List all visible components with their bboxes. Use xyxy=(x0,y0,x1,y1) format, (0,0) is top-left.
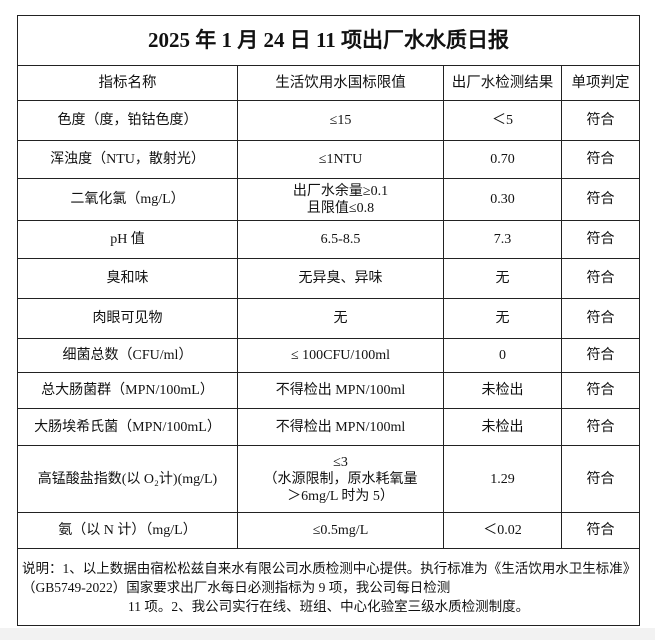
table-row: 浑浊度（NTU，散射光） ≤1NTU 0.70 符合 xyxy=(17,140,641,179)
indicator-name: 色度（度，铂钴色度） xyxy=(17,100,238,141)
verdict-value: 符合 xyxy=(560,408,641,446)
limit-line: 6.5-8.5 xyxy=(320,232,361,247)
header-result: 出厂水检测结果 xyxy=(443,65,562,101)
verdict-value: 符合 xyxy=(560,140,641,179)
result-value: 1.29 xyxy=(443,445,562,513)
indicator-name: pH 值 xyxy=(17,220,238,259)
header-indicator: 指标名称 xyxy=(17,65,238,101)
limit-line: 出厂水余量≥0.1 xyxy=(292,183,389,199)
verdict-value: 符合 xyxy=(560,100,641,141)
limit-value: 不得检出 MPN/100ml xyxy=(237,408,444,446)
table-row: 臭和味 无异臭、异味 无符合 xyxy=(17,258,641,299)
note-text: 说明：1、以上数据由宿松松兹自来水有限公司水质检测中心提供。执行标准为《生活饮用… xyxy=(16,548,641,626)
indicator-name: 浑浊度（NTU，散射光） xyxy=(17,140,238,179)
limit-value: 无 xyxy=(237,298,444,339)
limit-line: 且限值≤0.8 xyxy=(306,200,375,216)
indicator-name: 氨（以 N 计）（mg/L） xyxy=(17,512,238,549)
verdict-value: 符合 xyxy=(560,338,641,373)
note-line-2: 11 项。2、我公司实行在线、班组、中心化验室三级水质检测制度。 xyxy=(127,598,530,614)
table-row: pH 值 6.5-8.5 7.3 符合 xyxy=(17,220,641,259)
limit-value: 无异臭、异味 xyxy=(237,258,444,299)
verdict-value: 符合 xyxy=(560,445,641,513)
indicator-name: 大肠埃希氏菌（MPN/100mL） xyxy=(17,408,238,446)
limit-line: ≤0.5mg/L xyxy=(312,523,369,538)
result-value: 无 xyxy=(443,298,562,339)
limit-value: 6.5-8.5 xyxy=(237,220,444,259)
verdict-value: 符合 xyxy=(560,178,641,221)
indicator-name: 细菌总数（CFU/ml） xyxy=(17,338,238,373)
table-row: 大肠埃希氏菌（MPN/100mL） 不得检出 MPN/100ml 未检出 符合 xyxy=(17,408,641,446)
verdict-value: 符合 xyxy=(560,512,641,549)
verdict-value: 符合 xyxy=(560,258,641,299)
indicator-name: 总大肠菌群（MPN/100mL） xyxy=(17,372,238,409)
result-value: 未检出 xyxy=(443,372,562,409)
table-row: 肉眼可见物无无符合 xyxy=(17,298,641,339)
result-value: 0 xyxy=(443,338,562,373)
water-quality-report-table: 2025 年 1 月 24 日 11 项出厂水水质日报 指标名称 生活饮用水国标… xyxy=(16,15,641,626)
limit-line: ＞6mg/L 时为 5） xyxy=(287,488,394,504)
limit-line: 无异臭、异味 xyxy=(298,271,383,286)
limit-line: ≤15 xyxy=(329,113,352,128)
page-bottom-strip xyxy=(0,628,655,640)
result-value: 0.30 xyxy=(443,178,562,221)
limit-line: 不得检出 MPN/100ml xyxy=(275,383,406,398)
result-value: ＜0.02 xyxy=(443,512,562,549)
table-row: 高锰酸盐指数(以 O₂计)(mg/L) ≤3 （水源限制，原水耗氧量 ＞6mg/L 时… xyxy=(17,445,641,513)
table-row: 总大肠菌群（MPN/100mL） 不得检出 MPN/100ml 未检出 符合 xyxy=(17,372,641,409)
result-value: 无 xyxy=(443,258,562,299)
verdict-value: 符合 xyxy=(560,220,641,259)
limit-value: ≤0.5mg/L xyxy=(237,512,444,549)
indicator-name: 臭和味 xyxy=(17,258,238,299)
result-value: 7.3 xyxy=(443,220,562,259)
header-limit: 生活饮用水国标限值 xyxy=(237,65,444,101)
verdict-value: 符合 xyxy=(560,372,641,409)
limit-value: ≤3 （水源限制，原水耗氧量 ＞6mg/L 时为 5） xyxy=(237,445,444,513)
header-verdict: 单项判定 xyxy=(560,65,641,101)
limit-value: 出厂水余量≥0.1 且限值≤0.8 xyxy=(237,178,444,221)
report-title: 2025 年 1 月 24 日 11 项出厂水水质日报 xyxy=(16,15,641,66)
limit-line: ≤1NTU xyxy=(318,152,363,167)
limit-value: 不得检出 MPN/100ml xyxy=(237,372,444,409)
limit-line: ≤3 xyxy=(333,454,348,470)
limit-line: ≤ 100CFU/100ml xyxy=(290,348,391,363)
limit-line: 无 xyxy=(333,311,348,326)
indicator-name: 二氧化氯（mg/L） xyxy=(17,178,238,221)
result-value: 0.70 xyxy=(443,140,562,179)
table-row: 二氧化氯（mg/L） 出厂水余量≥0.1 且限值≤0.8 0.30 符合 xyxy=(17,178,641,221)
limit-line: 不得检出 MPN/100ml xyxy=(275,419,406,435)
indicator-name: 肉眼可见物 xyxy=(17,298,238,339)
limit-line: （水源限制，原水耗氧量 xyxy=(263,471,418,487)
table-row: 色度（度，铂钴色度） ≤15 ＜5 符合 xyxy=(17,100,641,141)
result-value: 未检出 xyxy=(443,408,562,446)
limit-value: ≤ 100CFU/100ml xyxy=(237,338,444,373)
indicator-name: 高锰酸盐指数(以 O₂计)(mg/L) xyxy=(17,445,238,513)
table-row: 细菌总数（CFU/ml） ≤ 100CFU/100ml 0 符合 xyxy=(17,338,641,373)
limit-value: ≤1NTU xyxy=(237,140,444,179)
limit-value: ≤15 xyxy=(237,100,444,141)
note-line-1: 说明：1、以上数据由宿松松兹自来水有限公司水质检测中心提供。执行标准为《生活饮用… xyxy=(22,560,630,595)
result-value: ＜5 xyxy=(443,100,562,141)
table-row: 氨（以 N 计）（mg/L） ≤0.5mg/L ＜0.02 符合 xyxy=(17,512,641,549)
verdict-value: 符合 xyxy=(560,298,641,339)
